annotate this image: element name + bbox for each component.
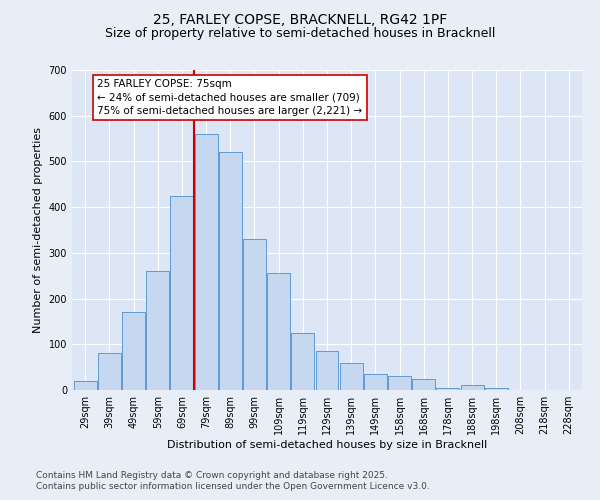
Bar [436, 388, 460, 390]
Text: Contains public sector information licensed under the Open Government Licence v3: Contains public sector information licen… [36, 482, 430, 491]
Bar [316, 351, 338, 390]
Bar [364, 374, 387, 390]
X-axis label: Distribution of semi-detached houses by size in Bracknell: Distribution of semi-detached houses by … [167, 440, 487, 450]
Bar [194, 134, 218, 390]
Bar [122, 312, 145, 390]
Bar [219, 152, 242, 390]
Bar [461, 386, 484, 390]
Bar [74, 381, 97, 390]
Bar [340, 362, 362, 390]
Text: 25, FARLEY COPSE, BRACKNELL, RG42 1PF: 25, FARLEY COPSE, BRACKNELL, RG42 1PF [153, 12, 447, 26]
Text: Size of property relative to semi-detached houses in Bracknell: Size of property relative to semi-detach… [105, 28, 495, 40]
Text: 25 FARLEY COPSE: 75sqm
← 24% of semi-detached houses are smaller (709)
75% of se: 25 FARLEY COPSE: 75sqm ← 24% of semi-det… [97, 79, 362, 116]
Bar [485, 388, 508, 390]
Bar [412, 378, 435, 390]
Bar [98, 354, 121, 390]
Bar [292, 333, 314, 390]
Bar [388, 376, 411, 390]
Bar [146, 271, 169, 390]
Bar [170, 196, 193, 390]
Y-axis label: Number of semi-detached properties: Number of semi-detached properties [33, 127, 43, 333]
Bar [267, 274, 290, 390]
Text: Contains HM Land Registry data © Crown copyright and database right 2025.: Contains HM Land Registry data © Crown c… [36, 471, 388, 480]
Bar [243, 239, 266, 390]
